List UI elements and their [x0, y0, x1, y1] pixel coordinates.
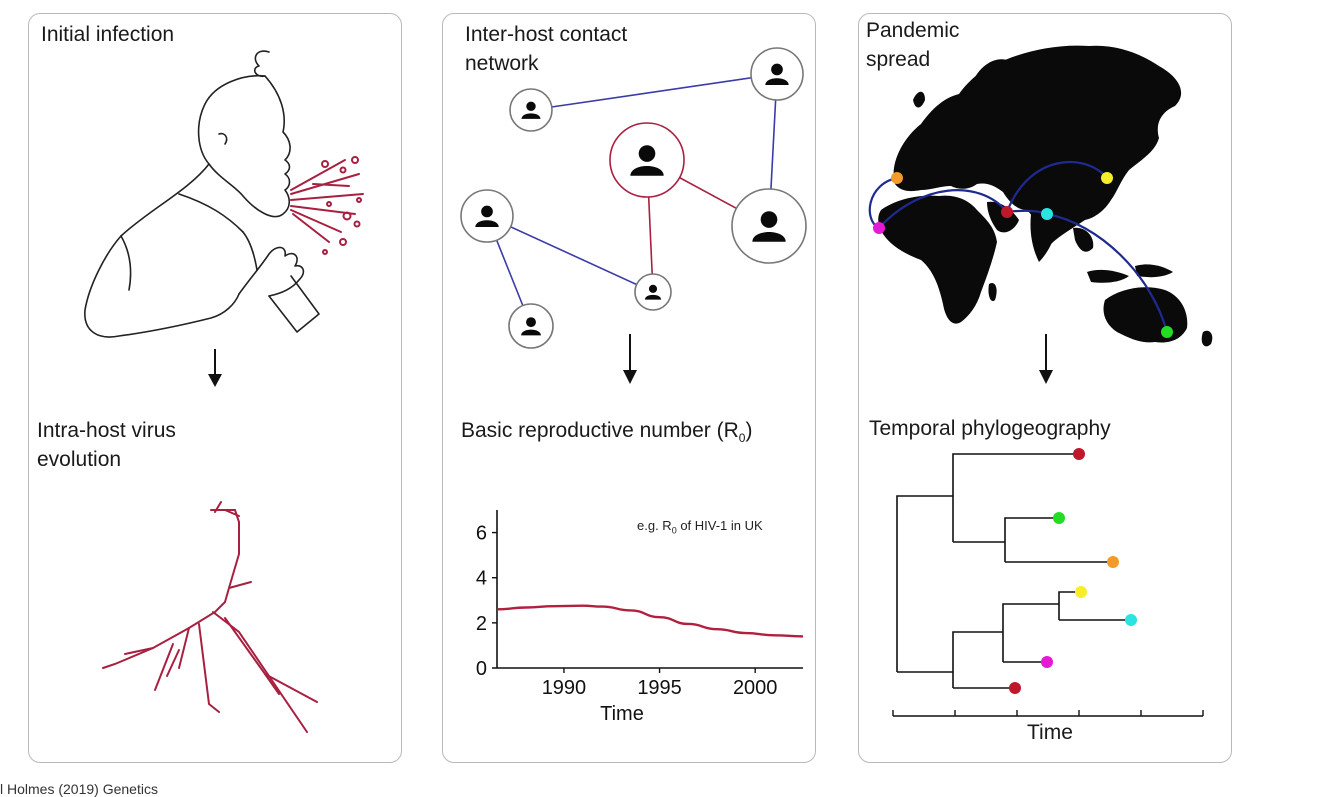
panel-title-contact-network: Inter-host contact network — [465, 23, 628, 75]
network-node-5 — [634, 273, 672, 311]
network-node-6 — [508, 303, 554, 349]
annotation-sub: 0 — [671, 525, 677, 536]
tree-tip-6 — [1009, 682, 1021, 694]
map-location-dot-4 — [1101, 172, 1113, 184]
y-tick-label: 0 — [476, 658, 487, 680]
network-edge — [530, 73, 778, 111]
tree-tip-3 — [1075, 586, 1087, 598]
panel-subtitle-phylogeography: Temporal phylogeography — [869, 417, 1111, 440]
map-location-dot-0 — [891, 172, 903, 184]
x-tick-label: 1990 — [542, 677, 587, 699]
annotation-post: of HIV-1 in UK — [676, 518, 763, 533]
tree-tip-5 — [1041, 656, 1053, 668]
route-line — [878, 189, 1008, 229]
tree-tip-1 — [1053, 512, 1065, 524]
person-icon — [521, 101, 541, 119]
network-node-0 — [509, 88, 553, 132]
person-icon — [752, 211, 786, 242]
phylogeny-tree — [896, 453, 1131, 689]
panel-title-pandemic-spread: Pandemic spread — [866, 19, 960, 71]
person-icon — [475, 205, 499, 228]
tree-tip-0 — [1073, 448, 1085, 460]
map-location-dot-3 — [1041, 208, 1053, 220]
intra-host-tree-icon — [102, 501, 318, 733]
arrow-down-icon — [623, 334, 637, 384]
panel-initial-infection: Initial infection — [28, 13, 402, 763]
x-tick-label: 2000 — [733, 677, 778, 699]
annotation-pre: e.g. R — [637, 518, 672, 533]
contact-network-diagram: 0 2 4 6 1990 1995 2000 Time — [460, 47, 807, 725]
network-node-2 — [609, 122, 685, 198]
r0-label-end: ) — [745, 419, 753, 442]
r0-label-sub: 0 — [738, 431, 746, 446]
map-location-dot-5 — [1161, 326, 1173, 338]
tree-tip-4 — [1125, 614, 1137, 626]
panel-subtitle-r0: Basic reproductive number (R0) — [461, 416, 752, 453]
person-icon — [521, 317, 541, 336]
y-tick-label: 4 — [476, 568, 487, 590]
y-tick-label: 2 — [476, 613, 487, 635]
network-node-1 — [750, 47, 804, 101]
x-tick-label: 1995 — [637, 677, 682, 699]
network-node-4 — [731, 188, 807, 264]
panel-contact-network: Inter-host contact network 0 2 4 6 1990 1995 2… — [442, 13, 816, 763]
tree-tip-2 — [1107, 556, 1119, 568]
panel-subtitle-intra-host: Intra-host virus evolution — [37, 419, 176, 471]
person-icon — [644, 284, 662, 300]
network-node-3 — [460, 189, 514, 243]
arrow-down-icon — [208, 349, 222, 387]
time-axis-label: Time — [1027, 721, 1073, 744]
y-tick-label: 6 — [476, 523, 487, 545]
sneeze-droplets-icon — [290, 156, 364, 255]
r0-chart: 0 2 4 6 1990 1995 2000 Time — [476, 510, 804, 725]
citation-footer: l Holmes (2019) Genetics — [0, 781, 158, 797]
map-location-dot-2 — [1001, 206, 1013, 218]
world-map-icon — [878, 45, 1213, 347]
person-icon — [765, 63, 789, 86]
person-icon — [630, 145, 664, 176]
panel-pandemic-spread: Pandemic spread Temporal phylogeography … — [858, 13, 1232, 763]
route-line — [1046, 212, 1169, 333]
time-axis — [892, 710, 1204, 717]
r0-series-line-0 — [496, 604, 804, 638]
network-edge — [486, 215, 654, 293]
x-axis-label: Time — [600, 703, 644, 725]
person-sneezing-icon — [84, 50, 320, 338]
r0-label-text: Basic reproductive number (R — [461, 419, 739, 442]
map-location-dot-1 — [873, 222, 885, 234]
infection-illustration — [84, 50, 364, 733]
panel-title-initial-infection: Initial infection — [41, 23, 175, 46]
route-line — [1005, 160, 1108, 213]
chart-annotation: e.g. R0 of HIV-1 in UK — [637, 518, 763, 536]
arrow-down-icon — [1039, 334, 1053, 384]
pandemic-illustration — [868, 45, 1213, 717]
